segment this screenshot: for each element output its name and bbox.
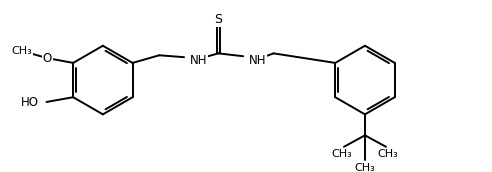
Text: NH: NH [249,53,266,67]
Text: CH₃: CH₃ [11,46,32,56]
Text: NH: NH [190,53,207,67]
Text: O: O [43,52,52,65]
Text: CH₃: CH₃ [377,149,398,159]
Text: S: S [215,13,222,26]
Text: CH₃: CH₃ [355,163,375,172]
Text: HO: HO [21,96,39,109]
Text: CH₃: CH₃ [332,149,352,159]
